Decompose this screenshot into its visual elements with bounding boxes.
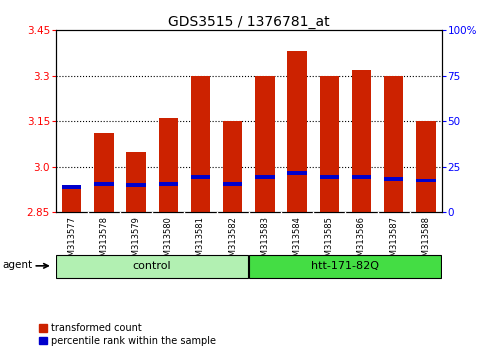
Text: GSM313585: GSM313585 — [325, 216, 334, 267]
Bar — [94, 182, 114, 185]
Bar — [158, 182, 178, 185]
Text: htt-171-82Q: htt-171-82Q — [312, 261, 379, 271]
Title: GDS3515 / 1376781_at: GDS3515 / 1376781_at — [168, 15, 329, 29]
Text: GSM313586: GSM313586 — [357, 216, 366, 267]
Bar — [416, 178, 436, 182]
Bar — [56, 255, 248, 278]
Bar — [62, 188, 81, 212]
Bar — [249, 255, 441, 278]
Text: GSM313580: GSM313580 — [164, 216, 173, 267]
Text: agent: agent — [3, 260, 33, 270]
Bar — [352, 70, 371, 212]
Bar — [127, 183, 146, 187]
Text: GSM313584: GSM313584 — [293, 216, 301, 267]
Bar — [223, 182, 242, 185]
Bar — [127, 152, 146, 212]
Bar — [255, 76, 274, 212]
Bar — [384, 177, 403, 181]
Bar — [94, 133, 114, 212]
Text: GSM313582: GSM313582 — [228, 216, 237, 267]
Text: GSM313577: GSM313577 — [67, 216, 76, 267]
Legend: transformed count, percentile rank within the sample: transformed count, percentile rank withi… — [39, 323, 216, 346]
Bar — [191, 76, 210, 212]
Bar — [191, 176, 210, 179]
Bar — [62, 184, 81, 189]
Bar — [287, 51, 307, 212]
Text: GSM313583: GSM313583 — [260, 216, 270, 267]
Text: GSM313587: GSM313587 — [389, 216, 398, 267]
Bar — [223, 121, 242, 212]
Text: GSM313578: GSM313578 — [99, 216, 108, 267]
Text: GSM313579: GSM313579 — [131, 216, 141, 267]
Bar — [384, 76, 403, 212]
Bar — [287, 171, 307, 175]
Bar — [320, 76, 339, 212]
Text: GSM313588: GSM313588 — [421, 216, 430, 267]
Bar — [320, 176, 339, 179]
Bar — [352, 176, 371, 179]
Bar — [416, 121, 436, 212]
Bar — [255, 176, 274, 179]
Text: control: control — [133, 261, 171, 271]
Bar — [158, 118, 178, 212]
Text: GSM313581: GSM313581 — [196, 216, 205, 267]
